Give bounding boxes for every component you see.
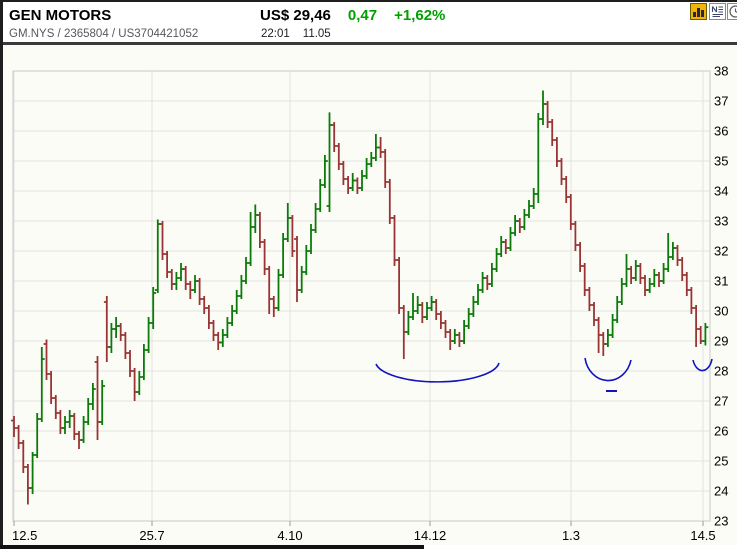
svg-text:23: 23 — [714, 514, 728, 529]
price-change: 0,47 — [347, 7, 378, 24]
svg-text:38: 38 — [714, 64, 728, 79]
x-axis-tick-marks — [13, 521, 704, 526]
price-chart-area[interactable]: 38 37 36 35 34 33 32 31 30 29 28 27 26 25 24 23 12.5 25.7… — [0, 45, 737, 545]
ohlc-bars — [11, 90, 709, 505]
header-separator — [0, 42, 737, 45]
svg-text:37: 37 — [714, 94, 728, 109]
grid — [13, 71, 710, 521]
svg-text:36: 36 — [714, 124, 728, 139]
svg-text:30: 30 — [714, 304, 728, 319]
clock-icon[interactable] — [727, 3, 737, 20]
ohlc-price-chart: 38 37 36 35 34 33 32 31 30 29 28 27 26 25 24 23 12.5 25.7… — [3, 45, 737, 545]
svg-text:1.3: 1.3 — [562, 528, 580, 543]
news-icon[interactable] — [709, 3, 726, 20]
svg-text:27: 27 — [714, 394, 728, 409]
window-frame-left — [0, 0, 3, 549]
svg-text:25: 25 — [714, 454, 728, 469]
bar-chart-icon[interactable] — [690, 3, 707, 20]
instrument-name: GEN MOTORS — [9, 7, 112, 24]
quote-time: 22:01 — [261, 28, 290, 40]
svg-text:28: 28 — [714, 364, 728, 379]
svg-text:4.10: 4.10 — [277, 528, 302, 543]
last-price: US$ 29,46 — [260, 7, 331, 24]
svg-text:14.5: 14.5 — [690, 528, 715, 543]
quote-timestamp: 22:01 11.05 — [261, 28, 331, 40]
svg-text:24: 24 — [714, 484, 728, 499]
svg-text:33: 33 — [714, 214, 728, 229]
svg-text:32: 32 — [714, 244, 728, 259]
svg-text:34: 34 — [714, 184, 728, 199]
svg-text:14.12: 14.12 — [414, 528, 447, 543]
quote-date: 11.05 — [302, 28, 331, 40]
svg-text:31: 31 — [714, 274, 728, 289]
svg-text:25.7: 25.7 — [139, 528, 164, 543]
window-frame-top — [0, 0, 737, 2]
quote-row: US$ 29,46 0,47 +1,62% — [260, 7, 445, 24]
x-axis-labels: 12.5 25.7 4.10 14.12 1.3 14.5 — [12, 528, 716, 543]
y-axis-labels: 38 37 36 35 34 33 32 31 30 29 28 27 26 25 24 23 — [714, 64, 728, 529]
price-change-percent: +1,62% — [394, 7, 446, 24]
window-frame-bottom — [0, 545, 424, 549]
instrument-identifiers: GM.NYS / 2365804 / US3704421052 — [9, 28, 199, 40]
svg-text:26: 26 — [714, 424, 728, 439]
saucer-annotations — [375, 357, 713, 392]
svg-text:29: 29 — [714, 334, 728, 349]
svg-text:12.5: 12.5 — [12, 528, 37, 543]
svg-text:35: 35 — [714, 154, 728, 169]
